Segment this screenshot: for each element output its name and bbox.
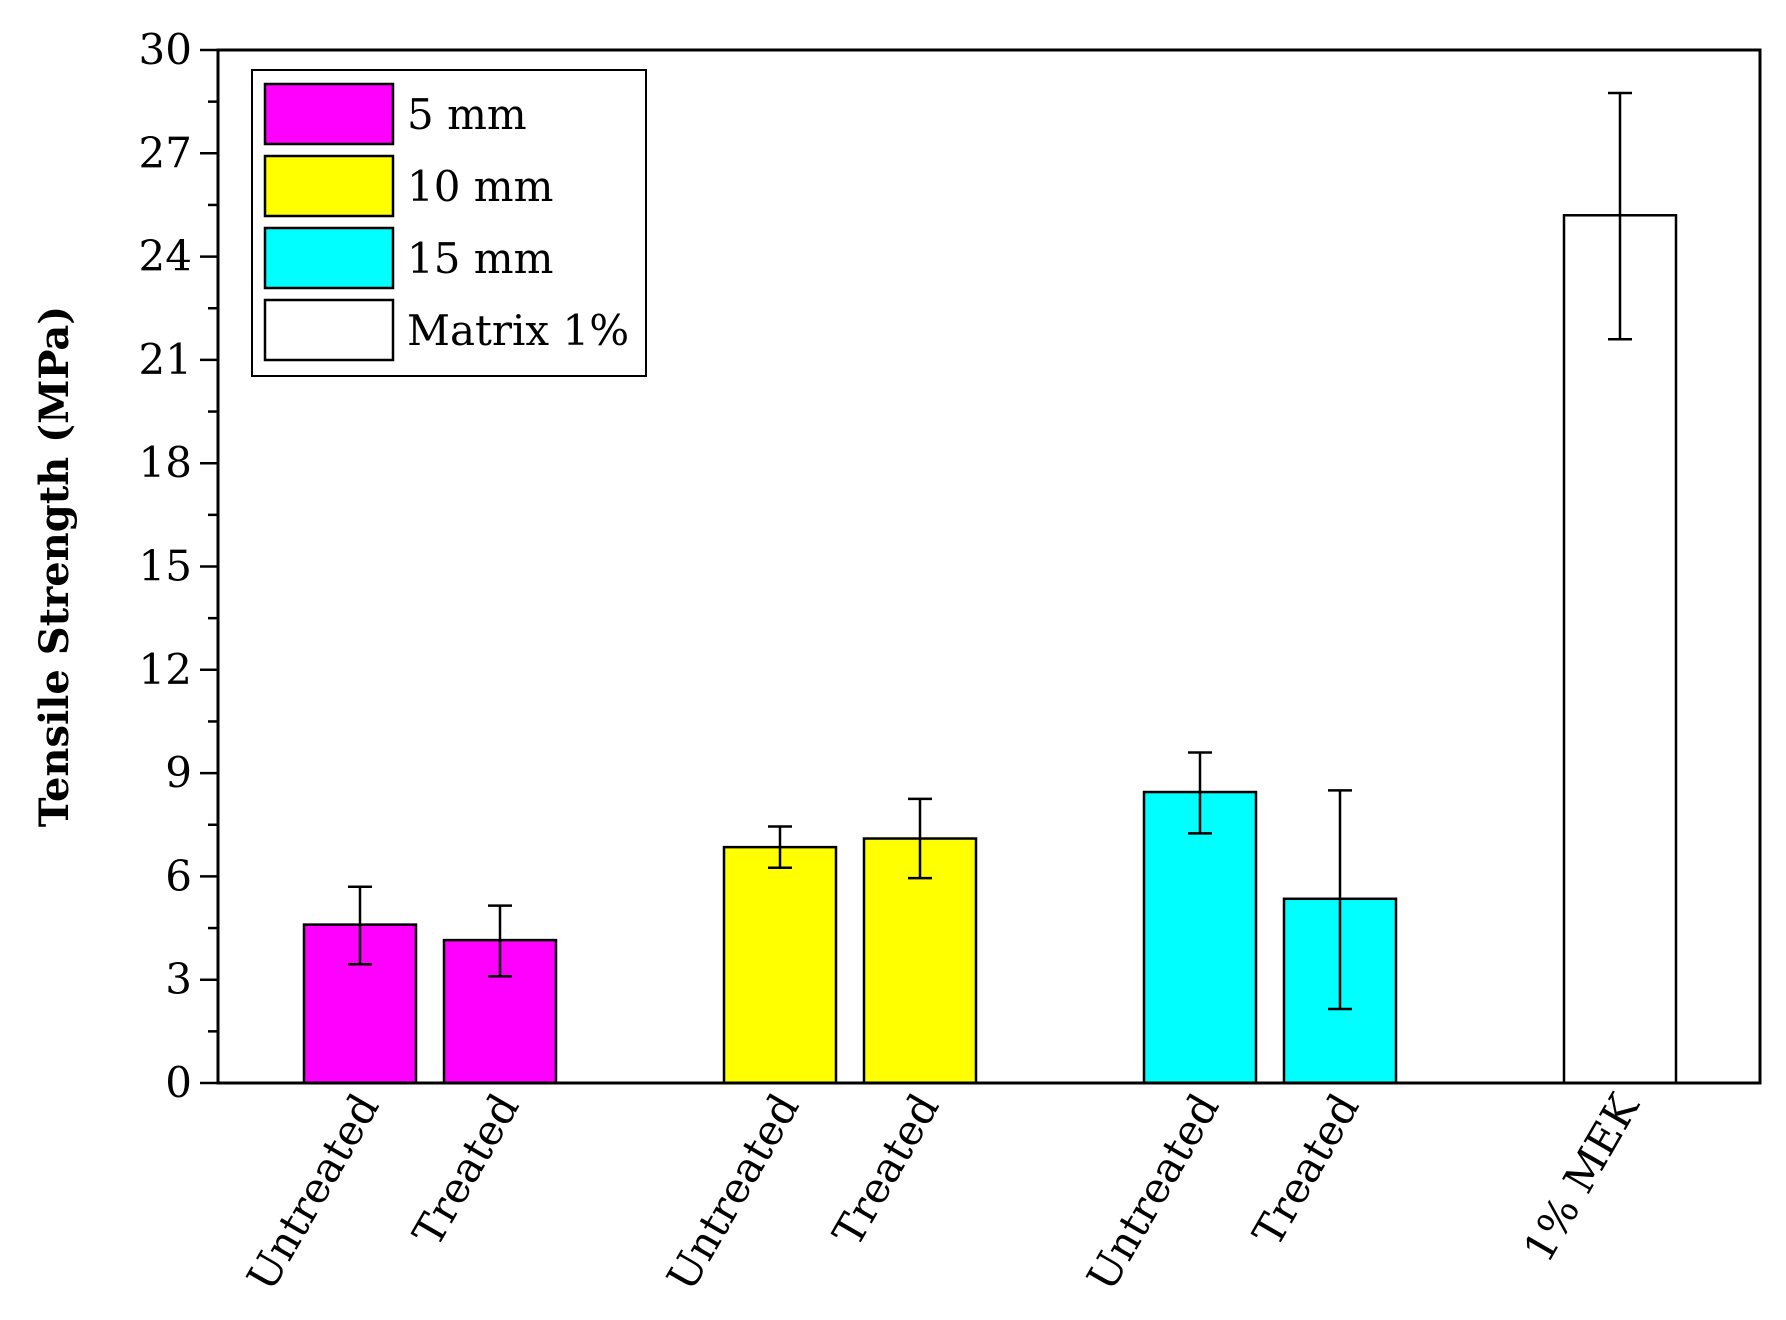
legend: 5 mm 10 mm 15 mm Matrix 1% — [251, 69, 647, 377]
y-tick-label: 0 — [165, 1058, 192, 1107]
error-bar — [768, 825, 792, 870]
error-bar — [488, 904, 512, 978]
error-bar — [1188, 751, 1212, 835]
y-tick-label: 6 — [165, 851, 192, 900]
legend-swatch — [263, 298, 395, 362]
error-bar — [348, 885, 372, 966]
y-tick-label: 9 — [165, 748, 192, 797]
legend-label: 5 mm — [407, 90, 527, 139]
error-bars — [348, 91, 1632, 1011]
legend-swatch — [263, 226, 395, 290]
legend-label: 10 mm — [407, 162, 553, 211]
y-tick-label: 18 — [139, 438, 192, 487]
legend-swatch — [263, 82, 395, 146]
plot-frame — [216, 48, 1762, 1085]
y-tick-label: 12 — [139, 645, 192, 694]
y-tick-label: 15 — [139, 542, 192, 591]
legend-label: 15 mm — [407, 234, 553, 283]
error-bar — [1608, 91, 1632, 341]
bar-matrix-1--1-mek — [1562, 214, 1678, 1085]
error-bar — [1328, 789, 1352, 1011]
y-tick-label: 24 — [139, 232, 192, 281]
bar-10-mm-untreated — [722, 845, 838, 1085]
y-tick-label: 21 — [139, 335, 192, 384]
y-tick-label: 3 — [165, 955, 192, 1004]
bars — [302, 214, 1678, 1085]
y-ticks: 0 3 6 9 12 15 18 21 24 27 30 — [139, 25, 218, 1107]
y-tick-label: 30 — [139, 25, 192, 74]
y-axis-title: Tensile Strength (MPa) — [31, 306, 78, 827]
bar-15-mm-untreated — [1142, 790, 1258, 1085]
y-tick-label: 27 — [139, 128, 192, 177]
legend-swatch — [263, 154, 395, 218]
legend-label: Matrix 1% — [407, 306, 629, 355]
error-bar — [908, 797, 932, 880]
